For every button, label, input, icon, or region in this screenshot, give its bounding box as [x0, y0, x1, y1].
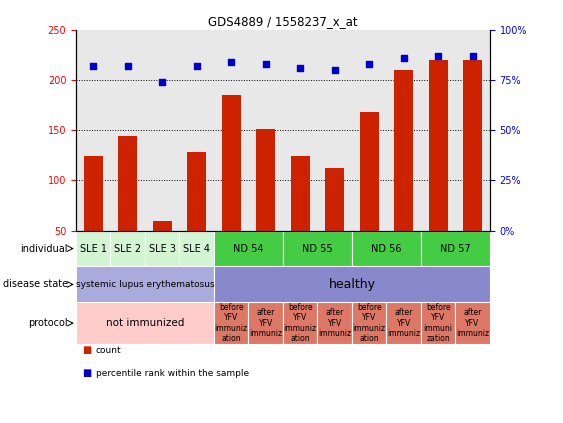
Text: ND 55: ND 55	[302, 244, 333, 253]
Text: SLE 4: SLE 4	[183, 244, 210, 253]
Text: disease state: disease state	[3, 280, 68, 289]
Point	[468, 52, 477, 59]
Bar	[180, 231, 214, 266]
Text: SLE 3: SLE 3	[149, 244, 176, 253]
Text: ND 54: ND 54	[233, 244, 263, 253]
Point	[261, 60, 270, 67]
Bar	[214, 302, 248, 344]
Bar	[421, 302, 455, 344]
Text: after
YFV
immuniz: after YFV immuniz	[456, 308, 489, 338]
Point	[227, 58, 236, 65]
Point	[89, 62, 98, 69]
Text: before
YFV
immuniz
ation: before YFV immuniz ation	[352, 303, 386, 343]
Text: healthy: healthy	[328, 278, 376, 291]
Bar	[463, 60, 482, 231]
Text: before
YFV
immuniz
ation: before YFV immuniz ation	[215, 303, 248, 343]
Point	[192, 62, 201, 69]
Bar	[76, 266, 214, 302]
Bar	[428, 60, 448, 231]
Text: ■: ■	[82, 368, 91, 379]
Text: ND 56: ND 56	[371, 244, 401, 253]
Text: percentile rank within the sample: percentile rank within the sample	[96, 369, 249, 378]
Bar	[318, 302, 352, 344]
Bar	[118, 136, 137, 231]
Text: protocol: protocol	[28, 318, 68, 328]
Point	[123, 62, 132, 69]
Bar	[76, 231, 110, 266]
Text: after
YFV
immuniz: after YFV immuniz	[318, 308, 351, 338]
Text: count: count	[96, 346, 122, 354]
Bar	[325, 168, 344, 231]
Bar	[84, 156, 102, 231]
Text: individual: individual	[20, 244, 68, 253]
Text: systemic lupus erythematosus: systemic lupus erythematosus	[75, 280, 215, 289]
Bar	[283, 302, 318, 344]
Bar	[187, 152, 206, 231]
Bar	[291, 156, 310, 231]
Bar	[214, 231, 283, 266]
Bar	[145, 231, 180, 266]
Bar	[76, 302, 214, 344]
Text: ND 57: ND 57	[440, 244, 471, 253]
Text: after
YFV
immuniz: after YFV immuniz	[249, 308, 282, 338]
Point	[158, 78, 167, 85]
Bar	[222, 95, 240, 231]
Bar	[394, 70, 413, 231]
Point	[330, 66, 339, 73]
Bar	[352, 231, 421, 266]
Text: ■: ■	[82, 345, 91, 355]
Bar	[386, 302, 421, 344]
Point	[434, 52, 443, 59]
Bar	[248, 302, 283, 344]
Text: after
YFV
immuniz: after YFV immuniz	[387, 308, 420, 338]
Bar	[352, 302, 386, 344]
Point	[296, 64, 305, 71]
Text: not immunized: not immunized	[106, 318, 184, 328]
Bar	[421, 231, 490, 266]
Point	[365, 60, 374, 67]
Text: SLE 1: SLE 1	[80, 244, 107, 253]
Bar	[214, 266, 490, 302]
Title: GDS4889 / 1558237_x_at: GDS4889 / 1558237_x_at	[208, 16, 358, 28]
Bar	[256, 129, 275, 231]
Text: before
YFV
immuni
zation: before YFV immuni zation	[423, 303, 453, 343]
Bar	[153, 222, 172, 231]
Point	[399, 54, 408, 61]
Bar	[455, 302, 490, 344]
Text: before
YFV
immuniz
ation: before YFV immuniz ation	[284, 303, 317, 343]
Text: SLE 2: SLE 2	[114, 244, 141, 253]
Bar	[110, 231, 145, 266]
Bar	[360, 112, 378, 231]
Bar	[283, 231, 352, 266]
